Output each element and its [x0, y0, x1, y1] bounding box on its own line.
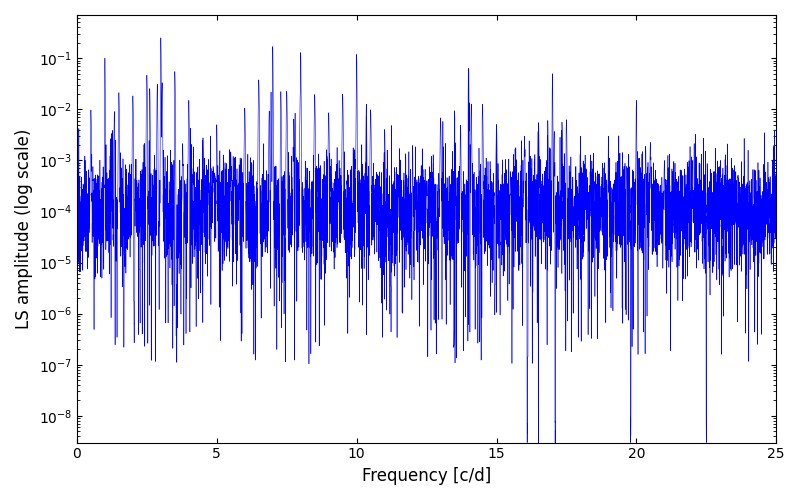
X-axis label: Frequency [c/d]: Frequency [c/d]: [362, 467, 491, 485]
Y-axis label: LS amplitude (log scale): LS amplitude (log scale): [15, 128, 33, 329]
